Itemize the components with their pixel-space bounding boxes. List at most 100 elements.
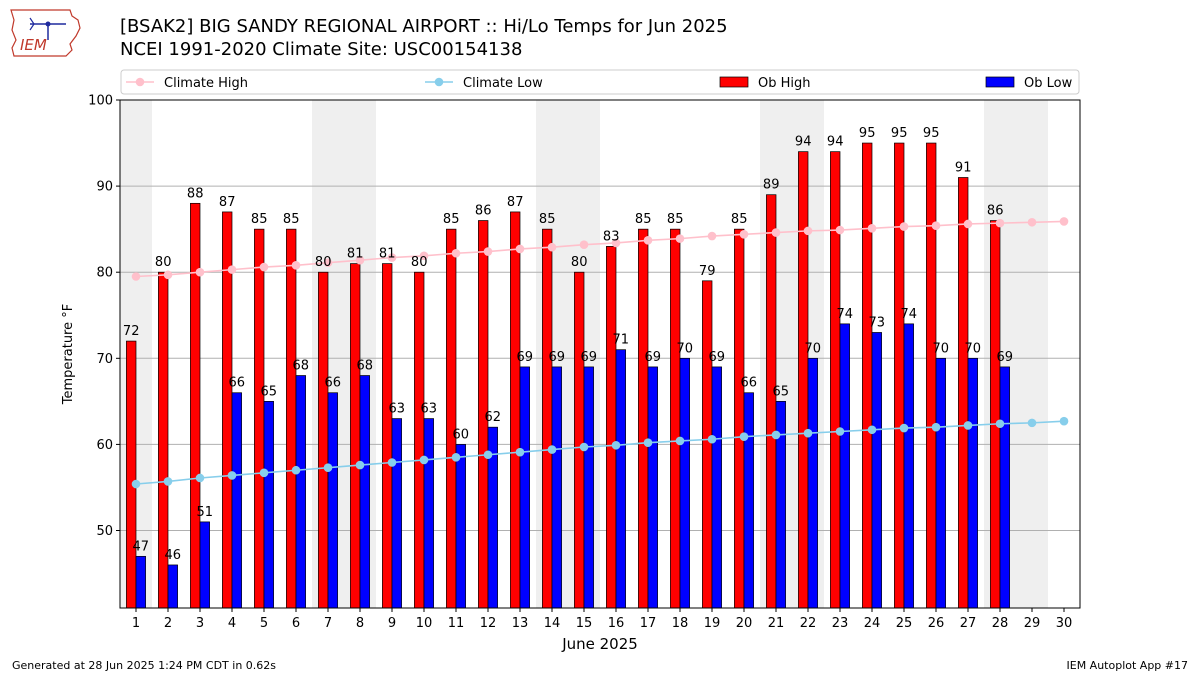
ob-high-bar [734,228,745,609]
ob-high-bar [830,151,841,609]
x-tick-label: 8 [356,616,364,631]
x-tick-label: 20 [736,616,753,631]
legend-ob-high-swatch [719,76,749,88]
ob-low-bar [231,392,242,609]
climate-low-point [643,438,653,447]
ob-high-value-label: 85 [283,212,300,227]
generated-note: Generated at 28 Jun 2025 1:24 PM CDT in … [12,659,277,672]
ob-low-value-label: 63 [389,402,406,417]
climate-low-point [1027,418,1037,428]
grid-lines [120,185,1080,532]
ob-high-value-label: 91 [955,160,972,175]
ob-high-bar [510,211,521,609]
ob-low-bar [615,349,626,609]
climate-high-point [259,262,269,272]
climate-low-point [739,432,749,441]
ob-low-value-label: 66 [229,376,246,391]
climate-low-point [387,458,397,467]
ob-high-value-label: 94 [795,135,812,150]
x-tick-label: 14 [544,616,561,631]
climate-low-point [771,430,781,440]
climate-low-point [995,419,1005,429]
x-tick-label: 25 [896,616,913,631]
x-tick-label: 30 [1056,616,1073,631]
ob-low-bar [647,366,658,609]
climate-low-point [515,447,525,457]
ob-high-bar [350,263,361,609]
ob-high-value-label: 85 [731,212,748,227]
ob-low-bar [679,357,690,609]
ob-high-bar [254,228,265,609]
x-tick-label: 28 [992,616,1009,631]
ob-high-bar [862,142,873,609]
ob-high-bar [670,228,681,609]
ob-high-bar [798,151,809,609]
ob-high-bar [446,228,457,609]
bars-layer [126,142,1010,609]
ob-high-bar [766,194,777,609]
climate-low-point [483,450,493,460]
climate-high-point [195,267,205,277]
ob-low-bar [423,418,434,609]
climate-high-point [131,272,141,281]
ob-low-value-label: 63 [421,402,438,417]
ob-high-bar [926,142,937,609]
climate-high-point [707,231,717,241]
ob-high-value-label: 85 [251,212,268,227]
legend-climate-high-label: Climate High [164,76,248,91]
ob-low-bar [359,375,370,609]
ob-low-value-label: 70 [933,341,950,356]
ob-high-value-label: 86 [475,204,492,219]
ob-low-value-label: 51 [197,505,214,520]
x-tick-label: 16 [608,616,625,631]
ob-low-value-label: 74 [837,307,854,322]
ob-high-value-label: 95 [923,126,940,141]
x-tick-label: 13 [512,616,529,631]
ob-high-bar [542,228,553,609]
climate-low-line [135,420,1065,485]
ob-low-bar [743,392,754,609]
ob-low-value-label: 70 [965,341,982,356]
climate-high-point [995,218,1005,228]
legend-climate-low-label: Climate Low [463,76,543,91]
y-tick-label: 100 [88,94,113,109]
climate-low-point [675,436,685,446]
x-tick-label: 22 [800,616,817,631]
ob-high-bar [574,271,585,609]
ob-high-value-label: 79 [699,264,716,279]
ob-low-value-label: 69 [709,350,726,365]
x-tick-label: 2 [164,616,172,631]
x-tick-label: 7 [324,616,332,631]
data-labels: 72 47 80 46 88 51 87 66 85 65 85 68 80 66 81 68 81 63 80 63… [123,126,1013,563]
x-tick-label: 23 [832,616,849,631]
ob-high-value-label: 85 [539,212,556,227]
ob-low-bar [935,357,946,609]
chart-title: [BSAK2] BIG SANDY REGIONAL AIRPORT :: Hi… [120,16,728,37]
ob-low-bar [967,357,978,609]
x-tick-label: 26 [928,616,945,631]
climate-high-point [387,253,397,262]
ob-low-value-label: 65 [261,384,278,399]
climate-high-point [771,228,781,237]
iem-logo: IEM [8,6,84,62]
ob-low-value-label: 69 [645,350,662,365]
ob-low-value-label: 69 [997,350,1014,365]
climate-low-point [899,423,909,433]
ob-high-value-label: 87 [507,195,524,210]
ob-high-value-label: 95 [891,126,908,141]
ob-low-value-label: 46 [165,548,182,563]
ob-high-bar [414,271,425,609]
climate-high-point [867,223,877,233]
ob-low-bar [199,521,210,609]
x-tick-label: 3 [196,616,204,631]
climate-low-point [579,442,589,452]
ob-high-value-label: 81 [379,247,396,262]
ob-high-value-label: 80 [155,255,172,270]
legend-climate-high-marker [135,77,145,87]
ob-high-value-label: 83 [603,229,620,244]
x-tick-label: 12 [480,616,497,631]
ob-low-value-label: 74 [901,307,918,322]
climate-high-point [963,219,973,229]
climate-high-point [323,258,333,268]
ob-low-value-label: 66 [325,376,342,391]
